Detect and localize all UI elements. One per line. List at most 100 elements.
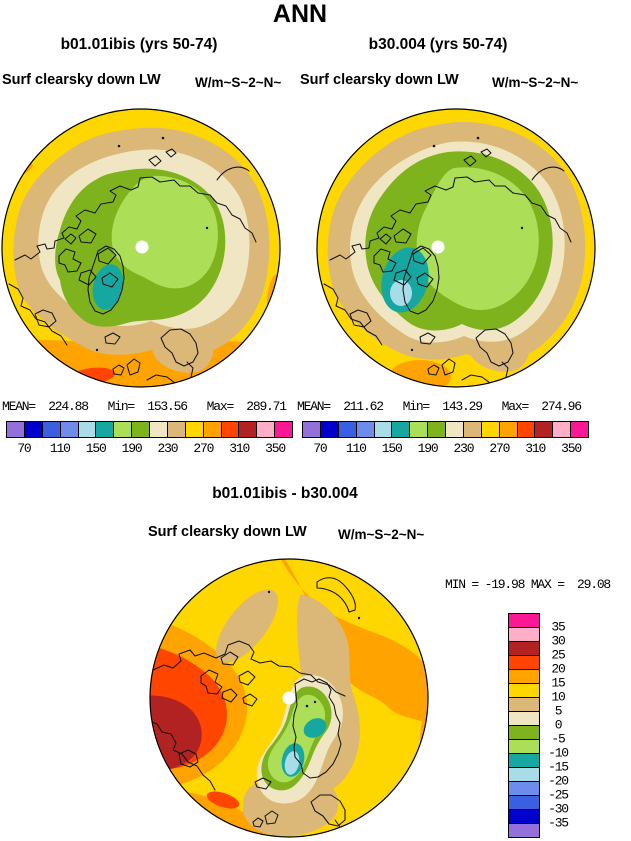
colorbar-tick-label: 5 <box>554 703 563 719</box>
colorbar-swatch <box>570 421 589 438</box>
band-green-inner <box>111 175 218 289</box>
colorbar-swatch <box>552 421 572 438</box>
colorbar-swatch <box>149 421 168 438</box>
colorbar-swatch <box>391 421 411 438</box>
colorbar-swatch <box>77 421 97 438</box>
colorbar-swatch <box>319 421 339 438</box>
colorbar-tick-label: -10 <box>548 745 569 761</box>
colorbar-swatch <box>95 421 115 438</box>
colorbar-swatch <box>409 421 429 438</box>
colorbar-swatch <box>355 421 375 438</box>
colorbar-swatch <box>508 711 540 726</box>
colorbar-swatch <box>508 641 540 656</box>
colorbar-tick-label: -25 <box>548 787 569 803</box>
colorbar-swatch <box>184 421 204 438</box>
colorbar-swatch <box>256 421 276 438</box>
colorbar-swatch <box>516 421 536 438</box>
colorbar-swatch <box>534 421 554 438</box>
field-label-right: Surf clearsky down LW <box>300 72 459 88</box>
colorbar-tick-label: 350 <box>561 441 582 456</box>
polar-map-left <box>1 108 281 388</box>
colorbar-swatch <box>508 697 540 712</box>
colorbar-tick-label: 35 <box>551 619 565 635</box>
band-tan-scandinavia <box>151 330 214 373</box>
polar-map-right <box>316 108 596 388</box>
colorbar-left-ticks: 70 110 150 190 230 270 310 350 <box>6 441 293 456</box>
colorbar-swatch <box>508 669 540 684</box>
colorbar-tick-label: 270 <box>193 441 214 456</box>
colorbar-swatch <box>508 781 540 796</box>
stats-line-left: MEAN= 224.88 Min= 153.56 Max= 289.71 <box>2 399 287 414</box>
colorbar-tick-label: 30 <box>551 633 565 649</box>
colorbar-swatch <box>302 421 321 438</box>
pole-dot <box>135 240 149 254</box>
colorbar-tick-label: 350 <box>265 441 286 456</box>
colorbar-swatch <box>508 725 540 740</box>
colorbar-swatch <box>59 421 79 438</box>
colorbar-tick-label: 70 <box>313 441 327 456</box>
colorbar-tick-label: 70 <box>17 441 31 456</box>
colorbar-swatch <box>41 421 61 438</box>
band-teal-upper <box>303 718 327 738</box>
colorbar-swatch <box>202 421 222 438</box>
colorbar-tick-label: 110 <box>345 441 367 456</box>
colorbar-tick-label: 310 <box>229 441 250 456</box>
colorbar-tick-label: 310 <box>525 441 546 456</box>
colorbar-tick-label: 230 <box>157 441 179 456</box>
band-red-bottomleft <box>206 791 240 809</box>
pole-dot <box>282 691 296 705</box>
map-rim <box>149 558 429 838</box>
colorbar-swatch <box>508 795 540 810</box>
colorbar-swatch <box>508 823 540 838</box>
colorbar-swatch <box>274 421 293 438</box>
band-green-inner <box>416 167 539 311</box>
map-rim <box>316 108 596 388</box>
units-label-left: W/m~S~2~N~ <box>195 75 282 90</box>
colorbar-right <box>302 421 589 438</box>
colorbar-left <box>6 421 293 438</box>
colorbar-tick-label: 25 <box>551 647 565 663</box>
colorbar-swatch <box>508 683 540 698</box>
field-label-left: Surf clearsky down LW <box>2 72 161 88</box>
colorbar-swatch <box>6 421 25 438</box>
colorbar-swatch <box>462 421 482 438</box>
colorbar-right-ticks: 70 110 150 190 230 270 310 350 <box>302 441 589 456</box>
colorbar-swatch <box>508 739 540 754</box>
colorbar-swatch <box>508 767 540 782</box>
colorbar-swatch <box>131 421 150 438</box>
colorbar-swatch <box>23 421 43 438</box>
colorbar-tick-label: -5 <box>551 731 565 747</box>
colorbar-tick-label: 20 <box>551 661 565 677</box>
colorbar-swatch <box>508 809 540 824</box>
colorbar-swatch <box>508 627 540 642</box>
band-teal-greenland <box>92 264 124 310</box>
colorbar-swatch <box>166 421 186 438</box>
colorbar-tick-label: 150 <box>85 441 107 456</box>
colorbar-tick-label: 0 <box>554 717 563 733</box>
colorbar-tick-label: 150 <box>381 441 403 456</box>
colorbar-swatch <box>220 421 240 438</box>
colorbar-vertical-swatches <box>508 613 588 838</box>
colorbar-tick-label: 10 <box>551 689 565 705</box>
colorbar-swatch <box>113 421 133 438</box>
polar-map-diff <box>149 558 429 838</box>
colorbar-vertical: 35 30 25 20 15 10 5 0 -5 -10 -15 -20 -25 -30 -35 <box>508 613 588 839</box>
colorbar-swatch <box>445 421 464 438</box>
colorbar-tick-label: 15 <box>551 675 565 691</box>
band-orange-topright <box>277 559 428 728</box>
colorbar-tick-label: 110 <box>49 441 71 456</box>
colorbar-swatch <box>238 421 258 438</box>
colorbar-swatch <box>508 613 540 628</box>
coastlines <box>150 577 361 836</box>
colorbar-swatch <box>498 421 518 438</box>
page-title: ANN <box>272 0 328 28</box>
colorbar-swatch <box>480 421 500 438</box>
colorbar-tick-label: -35 <box>548 815 569 831</box>
colorbar-tick-label: 270 <box>489 441 510 456</box>
band-tan-siberia <box>216 589 278 663</box>
colorbar-swatch <box>508 655 540 670</box>
colorbar-swatch <box>427 421 446 438</box>
field-label-diff: Surf clearsky down LW <box>148 524 307 540</box>
band-cyan-core <box>390 280 412 306</box>
